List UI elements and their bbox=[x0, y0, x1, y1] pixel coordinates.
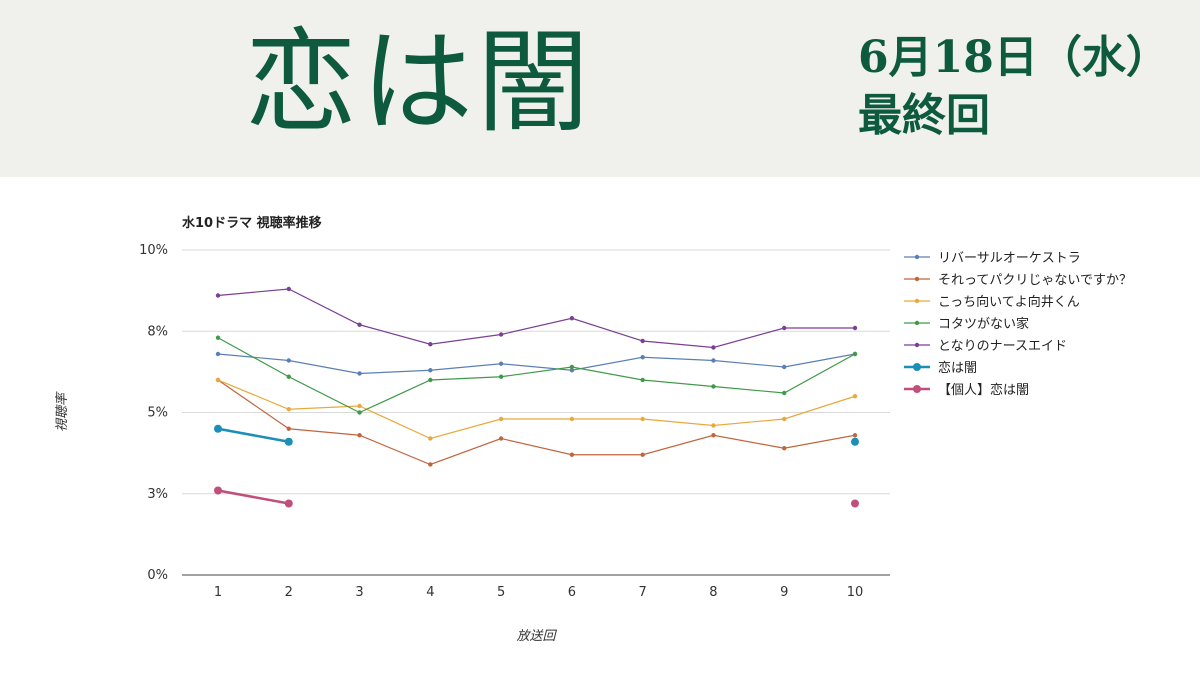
data-point bbox=[286, 426, 291, 431]
data-point bbox=[215, 351, 221, 357]
legend-swatch-point bbox=[914, 254, 920, 260]
y-tick-label: 10% bbox=[139, 243, 168, 258]
data-point bbox=[428, 436, 433, 441]
data-point bbox=[284, 499, 293, 508]
x-tick-label: 2 bbox=[285, 585, 293, 600]
data-point bbox=[569, 364, 575, 370]
data-point bbox=[357, 371, 362, 376]
data-point bbox=[498, 436, 504, 441]
data-point bbox=[498, 374, 504, 379]
x-tick-label: 7 bbox=[639, 585, 647, 600]
data-point bbox=[357, 433, 362, 438]
data-point bbox=[852, 351, 858, 357]
legend-entry: リバーサルオーケストラ bbox=[938, 251, 1081, 266]
data-point bbox=[782, 416, 787, 422]
data-point bbox=[498, 361, 504, 366]
x-tick-label: 4 bbox=[426, 585, 434, 600]
data-point bbox=[569, 416, 575, 422]
legend-entry: となりのナースエイド bbox=[938, 339, 1067, 354]
data-point bbox=[782, 364, 787, 370]
y-tick-label: 8% bbox=[147, 324, 168, 339]
data-point bbox=[214, 486, 222, 495]
legend-swatch-point bbox=[914, 342, 920, 348]
data-point bbox=[640, 416, 645, 422]
data-point bbox=[851, 437, 859, 446]
data-point bbox=[428, 377, 433, 383]
legend-swatch-point bbox=[914, 320, 920, 326]
final-episode-label: 最終回 bbox=[858, 90, 990, 141]
x-tick-label: 6 bbox=[568, 585, 576, 600]
data-point bbox=[569, 316, 575, 321]
x-tick-label: 10 bbox=[847, 585, 864, 600]
series-line bbox=[217, 353, 856, 375]
legend-entry: 恋は闇 bbox=[938, 360, 977, 376]
page-title: 恋は闇 bbox=[245, 18, 593, 148]
x-tick-label: 5 bbox=[497, 585, 505, 600]
data-point bbox=[569, 368, 575, 373]
legend-swatch-point bbox=[913, 385, 921, 393]
data-point bbox=[214, 424, 222, 433]
data-point bbox=[569, 452, 575, 457]
data-point bbox=[782, 325, 787, 331]
data-point bbox=[852, 325, 858, 331]
data-point bbox=[711, 384, 716, 389]
data-point bbox=[215, 335, 221, 340]
data-point bbox=[640, 452, 645, 457]
data-point bbox=[711, 345, 716, 350]
data-point bbox=[286, 407, 291, 412]
data-point bbox=[852, 394, 858, 399]
data-point bbox=[711, 433, 716, 438]
legend-entry: こっち向いてよ向井くん bbox=[938, 294, 1080, 310]
data-point bbox=[284, 437, 293, 446]
data-point bbox=[428, 462, 433, 467]
y-axis-label: 視聴率 bbox=[54, 391, 70, 432]
y-tick-label: 3% bbox=[147, 487, 168, 502]
broadcast-date: 6月18日（水） bbox=[858, 32, 1170, 83]
data-point bbox=[711, 423, 716, 428]
data-point bbox=[357, 322, 362, 327]
ratings-line-chart: 0% 3% 5% 8% 10% 1 2 3 4 5 6 7 8 9 10 放送回 視聴率 リバーサルオーケストラそ… bbox=[54, 243, 1132, 644]
data-point bbox=[286, 374, 291, 379]
legend-entry: コタツがない家 bbox=[938, 316, 1029, 332]
series-line bbox=[217, 379, 856, 440]
series-line bbox=[217, 337, 856, 414]
data-point bbox=[640, 355, 645, 360]
data-point bbox=[640, 338, 645, 344]
x-axis-label: 放送回 bbox=[516, 629, 557, 644]
y-tick-label: 5% bbox=[147, 406, 168, 421]
data-point bbox=[852, 433, 858, 438]
x-tick-label: 1 bbox=[214, 585, 222, 600]
data-point bbox=[711, 358, 716, 363]
data-point bbox=[286, 286, 291, 292]
data-point bbox=[498, 416, 504, 422]
series-line bbox=[217, 288, 855, 349]
series-line bbox=[217, 427, 290, 443]
y-tick-label: 0% bbox=[147, 568, 168, 583]
data-point bbox=[428, 368, 433, 373]
data-point bbox=[357, 410, 362, 415]
data-point bbox=[286, 358, 291, 363]
data-point bbox=[428, 342, 433, 347]
data-point bbox=[640, 377, 645, 383]
series-line bbox=[217, 489, 290, 505]
data-point bbox=[851, 499, 859, 508]
x-tick-label: 9 bbox=[780, 585, 788, 600]
legend-swatch-point bbox=[914, 276, 920, 282]
data-point bbox=[215, 377, 221, 383]
series-line bbox=[217, 379, 856, 466]
x-tick-label: 8 bbox=[709, 585, 717, 600]
data-point bbox=[782, 446, 787, 451]
legend-swatch-point bbox=[914, 298, 920, 304]
chart-title: 水10ドラマ 視聴率推移 bbox=[182, 216, 322, 231]
legend-entry: 【個人】恋は闇 bbox=[938, 382, 1029, 398]
data-point bbox=[782, 390, 787, 396]
header-banner: 恋は闇 6月18日（水） 最終回 bbox=[0, 0, 1200, 177]
legend-swatch-point bbox=[913, 363, 921, 371]
data-point bbox=[215, 293, 221, 298]
x-tick-label: 3 bbox=[355, 585, 363, 600]
data-point bbox=[498, 332, 504, 337]
legend-entry: それってパクリじゃないですか？ bbox=[938, 273, 1132, 288]
data-point bbox=[357, 403, 362, 409]
